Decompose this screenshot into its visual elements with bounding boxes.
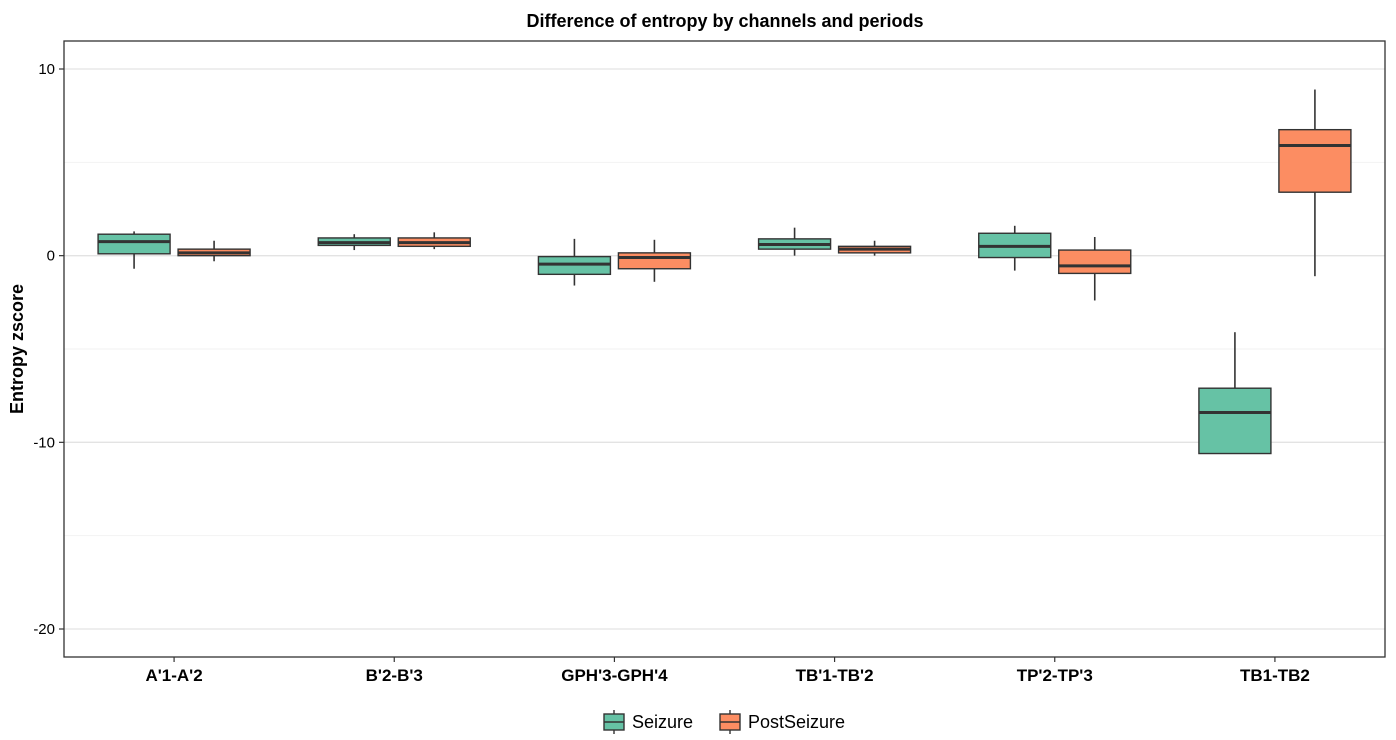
panel-border	[63, 40, 1386, 658]
x-tick-label: TP'2-TP'3	[1017, 666, 1093, 685]
x-tick-label: B'2-B'3	[366, 666, 423, 685]
legend: Seizure PostSeizure	[603, 710, 845, 734]
chart-title: Difference of entropy by channels and pe…	[526, 11, 923, 31]
y-axis-title: Entropy zscore	[7, 284, 27, 414]
legend-label: Seizure	[632, 712, 693, 732]
x-tick-label: TB1-TB2	[1240, 666, 1310, 685]
box-postseizure	[617, 252, 692, 270]
y-tick-label: 0	[47, 248, 55, 265]
box-seizure	[97, 233, 171, 255]
x-tick-label: TB'1-TB'2	[796, 666, 874, 685]
box-postseizure	[1278, 128, 1352, 193]
x-tick-label: A'1-A'2	[145, 666, 202, 685]
box-seizure	[1198, 387, 1272, 455]
x-tick-label: GPH'3-GPH'4	[561, 666, 668, 685]
y-tick-label: 10	[38, 61, 55, 78]
y-tick-label: -20	[33, 621, 55, 638]
box-postseizure	[1058, 249, 1132, 275]
y-tick-label: -10	[33, 434, 55, 451]
legend-label: PostSeizure	[748, 712, 845, 732]
plot-area: 10 0 -10 -20 A'1-A'2 B'2-B'3 GPH'3-GPH'4 TB'1-T…	[33, 40, 1386, 685]
